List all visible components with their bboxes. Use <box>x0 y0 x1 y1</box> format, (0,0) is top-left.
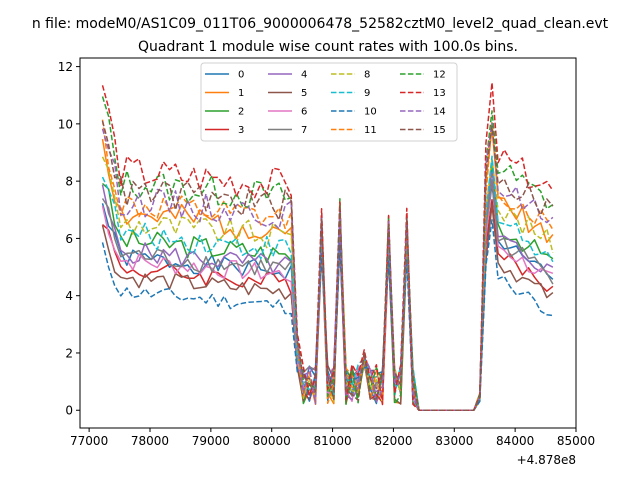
legend-box <box>200 62 458 142</box>
x-tick-label: 80000 <box>253 434 291 448</box>
x-tick-label: 81000 <box>313 434 351 448</box>
x-tick-label: 85000 <box>557 434 595 448</box>
legend-label-15: 15 <box>433 125 446 136</box>
x-tick-label: 83000 <box>435 434 473 448</box>
legend-label-4: 4 <box>301 70 307 81</box>
y-tick-label: 4 <box>65 289 73 303</box>
x-offset-label: +4.878e8 <box>517 453 576 467</box>
chart-suptitle: n file: modeM0/AS1C09_011T06_9000006478_… <box>32 16 609 32</box>
legend-label-0: 0 <box>238 70 244 81</box>
series-layer <box>101 81 554 411</box>
x-tick-label: 77000 <box>70 434 108 448</box>
legend-label-1: 1 <box>238 88 244 99</box>
y-axis: 0 2 4 6 8 10 12 <box>58 60 80 418</box>
legend-label-5: 5 <box>301 88 307 99</box>
series-line-11 <box>101 119 554 411</box>
legend-label-14: 14 <box>433 107 446 118</box>
series-line-12 <box>101 96 554 411</box>
legend-label-11: 11 <box>364 125 377 136</box>
y-tick-label: 6 <box>65 232 73 246</box>
y-tick-label: 12 <box>58 60 73 74</box>
legend-label-3: 3 <box>238 125 244 136</box>
legend-label-8: 8 <box>364 70 370 81</box>
x-tick-label: 84000 <box>496 434 534 448</box>
legend-label-10: 10 <box>364 107 377 118</box>
legend-label-6: 6 <box>301 107 307 118</box>
legend-label-7: 7 <box>301 125 307 136</box>
y-tick-label: 0 <box>65 404 73 418</box>
legend-label-13: 13 <box>433 88 446 99</box>
x-tick-label: 78000 <box>131 434 169 448</box>
y-tick-label: 10 <box>58 117 73 131</box>
plot-frame <box>79 57 577 429</box>
chart-title: Quadrant 1 module wise count rates with … <box>138 39 518 55</box>
x-tick-label: 82000 <box>374 434 412 448</box>
y-tick-label: 2 <box>65 346 73 360</box>
series-line-15 <box>101 120 554 411</box>
x-axis: 77000 78000 79000 80000 81000 82000 83000 84000… <box>70 428 595 448</box>
legend-label-9: 9 <box>364 88 370 99</box>
y-tick-label: 8 <box>65 175 73 189</box>
x-tick-label: 79000 <box>192 434 230 448</box>
legend-label-2: 2 <box>238 107 244 118</box>
legend-label-12: 12 <box>433 70 446 81</box>
series-line-13 <box>101 81 554 411</box>
